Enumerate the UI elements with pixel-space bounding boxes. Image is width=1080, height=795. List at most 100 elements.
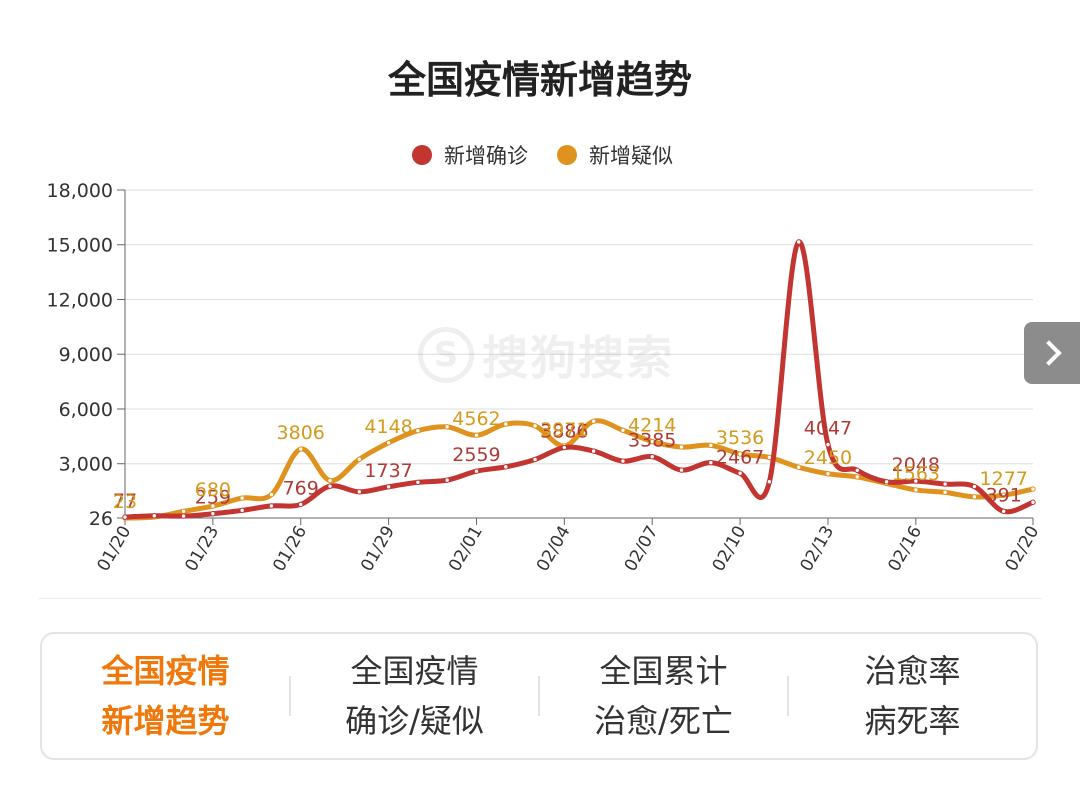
tab-label: 病死率 (864, 702, 961, 740)
chart: 全国疫情新增趋势 新增确诊 新增疑似 26 3,000 6,000 9,000 12,00… (47, 58, 1044, 575)
data-point (708, 442, 714, 449)
y-tick-label: 9,000 (59, 344, 113, 366)
tab-divider (289, 676, 291, 716)
data-point (268, 491, 275, 498)
data-point (180, 513, 187, 519)
x-tick-label: 01/26 (269, 523, 311, 575)
data-point (122, 514, 128, 520)
data-point (473, 432, 480, 438)
legend-label: 新增确诊 (444, 144, 528, 168)
data-point (503, 464, 509, 470)
data-label: 391 (986, 484, 1022, 506)
data-label: 4562 (452, 408, 500, 430)
sogou-logo-icon: S (418, 327, 474, 383)
tab-new-trend[interactable]: 全国疫情 新增趋势 (42, 634, 289, 758)
data-point (795, 239, 802, 245)
tab-label: 治愈率 (864, 652, 961, 690)
data-point (444, 477, 450, 483)
data-point (942, 481, 948, 487)
y-tick-label: 26 (89, 508, 113, 530)
data-point (1030, 499, 1036, 505)
data-point (854, 467, 860, 473)
series-layer (122, 239, 1036, 521)
data-label: 3806 (277, 422, 325, 444)
watermark: S 搜狗搜索 (418, 322, 688, 388)
data-point (649, 454, 655, 460)
legend-item[interactable]: 新增确诊 (412, 144, 528, 168)
data-point (913, 487, 919, 493)
tab-cumulative-cured-death[interactable]: 全国累计 治愈/死亡 (540, 634, 787, 758)
data-point (356, 489, 363, 495)
legend[interactable]: 新增确诊 新增疑似 (412, 144, 673, 168)
series-line-confirmed (122, 239, 1036, 520)
tab-bar: 全国疫情 新增趋势 全国疫情 确诊/疑似 全国累计 治愈/死亡 治愈率 病死率 (40, 632, 1038, 760)
data-point (268, 503, 275, 509)
tab-cure-fatality-rate[interactable]: 治愈率 病死率 (789, 634, 1036, 758)
data-point (473, 468, 480, 474)
data-point (649, 438, 655, 445)
data-label: 77 (113, 490, 137, 512)
chart-title: 全国疫情新增趋势 (387, 58, 692, 102)
data-point (590, 418, 597, 424)
tab-divider (787, 676, 789, 716)
data-point (766, 479, 773, 485)
y-tick-label: 3,000 (59, 454, 113, 476)
data-point (795, 464, 802, 470)
data-point (532, 456, 538, 463)
tab-label: 治愈/死亡 (594, 702, 733, 740)
tab-label: 确诊/疑似 (345, 702, 484, 740)
x-tick-label: 02/01 (445, 523, 487, 575)
data-point (327, 483, 333, 489)
tab-confirmed-suspected[interactable]: 全国疫情 确诊/疑似 (291, 634, 538, 758)
data-label: 4148 (364, 416, 412, 438)
tab-divider (538, 676, 540, 716)
data-labels: 77 259 769 1737 2559 3886 3385 2467 4047 2048 391 2… (113, 408, 1028, 513)
legend-item[interactable]: 新增疑似 (557, 144, 673, 168)
data-point (854, 474, 860, 480)
legend-marker-icon (557, 145, 577, 165)
data-point (298, 501, 304, 508)
data-label: 680 (195, 479, 231, 501)
data-label: 3971 (540, 419, 588, 441)
data-point (620, 427, 626, 433)
data-point (913, 478, 919, 484)
data-point (385, 440, 392, 446)
next-chart-button[interactable] (1024, 322, 1080, 384)
y-tick-label: 12,000 (47, 289, 113, 311)
data-label: 2559 (452, 444, 500, 466)
data-point (1030, 486, 1036, 492)
data-point (444, 424, 450, 430)
x-tick-label: 01/20 (94, 523, 136, 575)
legend-marker-icon (412, 145, 432, 165)
y-tick-label: 6,000 (59, 399, 113, 421)
data-label: 4047 (804, 418, 852, 440)
x-tick-label: 02/04 (533, 523, 575, 575)
data-point (737, 470, 743, 476)
data-point (737, 451, 743, 457)
data-point (1001, 508, 1007, 515)
x-tick-label: 02/16 (884, 523, 926, 575)
data-label: 2467 (716, 446, 764, 468)
data-label: 2450 (804, 447, 852, 469)
data-point (239, 507, 245, 514)
data-point (971, 483, 978, 490)
data-point (415, 479, 421, 486)
data-point (678, 444, 685, 450)
tab-label: 全国疫情 (350, 652, 479, 690)
data-point (620, 458, 626, 464)
tab-label: 新增趋势 (101, 702, 230, 740)
data-label: 259 (195, 487, 231, 509)
data-point (825, 441, 831, 448)
data-label: 1277 (980, 468, 1028, 490)
data-label: 23 (113, 491, 137, 513)
chevron-right-icon (1036, 340, 1062, 366)
data-point (327, 477, 333, 484)
data-label: 2048 (892, 454, 940, 476)
data-label: 4214 (628, 415, 676, 437)
data-point (239, 495, 245, 501)
data-point (532, 423, 538, 429)
y-tick-label: 18,000 (47, 180, 113, 202)
data-label: 3536 (716, 427, 764, 449)
data-point (180, 508, 187, 515)
data-label: 3886 (540, 421, 588, 443)
